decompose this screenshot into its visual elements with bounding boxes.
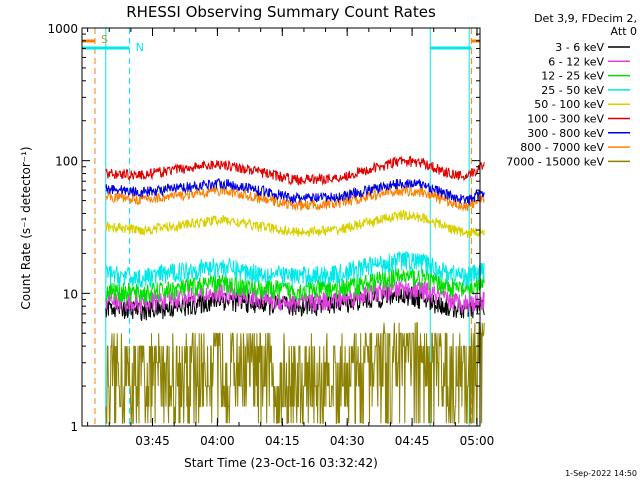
x-tick-label: 04:00 bbox=[200, 434, 235, 448]
legend-entry-label: 50 - 100 keV bbox=[534, 98, 604, 111]
legend-entry-label: 3 - 6 keV bbox=[555, 41, 604, 54]
y-tick-label: 1000 bbox=[47, 22, 78, 36]
legend-header: Det 3,9, FDecim 2, bbox=[534, 12, 637, 25]
x-tick-label: 03:45 bbox=[135, 434, 170, 448]
series-line-8 bbox=[105, 322, 485, 424]
series-line-7 bbox=[105, 184, 485, 213]
marker-label: S bbox=[101, 33, 108, 46]
chart-title: RHESSI Observing Summary Count Rates bbox=[126, 3, 436, 21]
marker-label: N bbox=[136, 41, 144, 54]
legend-header: Att 0 bbox=[611, 25, 637, 38]
series-line-2 bbox=[105, 267, 485, 304]
y-tick-label: 10 bbox=[63, 287, 78, 301]
x-tick-label: 05:00 bbox=[460, 434, 495, 448]
series-line-1 bbox=[105, 279, 485, 314]
legend-entry-label: 12 - 25 keV bbox=[541, 70, 604, 83]
x-tick-label: 04:15 bbox=[265, 434, 300, 448]
legend-entry-label: 6 - 12 keV bbox=[548, 55, 604, 68]
x-tick-label: 04:45 bbox=[395, 434, 430, 448]
y-axis-label: Count Rate (s⁻¹ detector⁻¹) bbox=[19, 146, 33, 309]
series-line-4 bbox=[105, 209, 485, 239]
x-tick-label: 04:30 bbox=[330, 434, 365, 448]
footer-date: 1-Sep-2022 14:50 bbox=[565, 469, 637, 478]
x-axis-label: Start Time (23-Oct-16 03:32:42) bbox=[184, 456, 378, 470]
series-line-3 bbox=[105, 251, 485, 288]
series-line-6 bbox=[105, 178, 485, 206]
legend-entry-label: 25 - 50 keV bbox=[541, 84, 604, 97]
series-layer bbox=[105, 155, 485, 424]
legend-entry-label: 800 - 7000 keV bbox=[520, 141, 604, 154]
y-tick-label: 100 bbox=[55, 155, 78, 169]
legend-entry-label: 7000 - 15000 keV bbox=[506, 155, 604, 168]
legend-entry-label: 300 - 800 keV bbox=[527, 127, 604, 140]
y-tick-label: 1 bbox=[70, 420, 78, 434]
series-line-5 bbox=[105, 155, 485, 186]
plot-frame bbox=[81, 27, 481, 427]
legend-entry-label: 100 - 300 keV bbox=[527, 113, 604, 126]
axis-layer: 1 10 100 1000 03:45 04:00 04:15 04:30 04:45 05:00 bbox=[47, 22, 494, 448]
